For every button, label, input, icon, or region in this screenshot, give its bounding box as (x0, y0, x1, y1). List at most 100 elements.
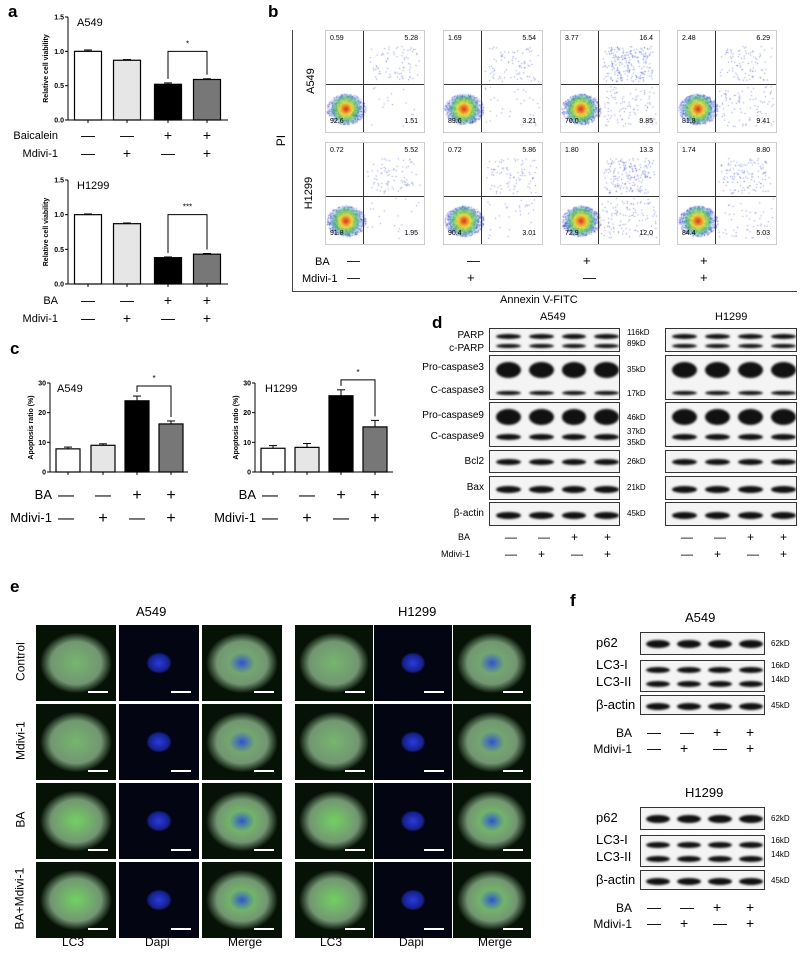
treatment-symbol: — (571, 547, 583, 561)
significance-marker: *** (183, 203, 192, 212)
protein-band (496, 362, 521, 378)
protein-label: Pro-caspase9 (422, 410, 484, 421)
scale-bar (88, 691, 108, 693)
scale-bar (503, 770, 523, 772)
bar (328, 395, 354, 473)
treatment-label: BA (615, 726, 632, 740)
flow-scatter (678, 143, 776, 244)
molecular-weight-marker: 16kD (771, 836, 790, 845)
flow-cytometry-frame (292, 30, 797, 292)
quadrant-line-vertical (363, 143, 365, 244)
treatment-symbol: + (746, 724, 755, 740)
micrograph (295, 783, 373, 859)
protein-label: β-actin (596, 872, 636, 887)
protein-band (708, 815, 732, 823)
micrograph (453, 783, 531, 859)
bar (73, 214, 103, 285)
protein-band (771, 344, 796, 348)
quadrant-value-lower-right: 9.85 (639, 118, 653, 125)
treatment-symbol: — (467, 253, 480, 268)
protein-band (771, 333, 796, 339)
quadrant-line-vertical (598, 31, 600, 132)
protein-band (705, 459, 730, 465)
scale-bar (503, 691, 523, 693)
protein-band (561, 391, 587, 395)
y-tick-label: 0.5 (54, 83, 64, 90)
protein-band (705, 511, 730, 519)
protein-band (738, 485, 763, 493)
protein-band (561, 511, 587, 519)
y-tick-label: 0 (42, 470, 46, 477)
blot-strip (665, 450, 797, 473)
microscopy-cell-title: A549 (136, 604, 167, 619)
chart-title: A549 (57, 383, 83, 395)
protein-band (672, 344, 697, 348)
significance-marker: * (356, 368, 359, 377)
panel-label-f: f (570, 591, 576, 610)
quadrant-line-horizontal (678, 195, 776, 197)
treatment-symbol: — (714, 530, 726, 544)
y-axis-label: Apoptosis ratio (%) (28, 395, 35, 459)
protein-band (677, 681, 701, 687)
protein-band (708, 842, 732, 848)
treatment-symbol: — (647, 915, 661, 931)
protein-label: p62 (596, 810, 618, 825)
blot-cell-title: A549 (540, 311, 566, 323)
protein-band (528, 511, 554, 519)
protein-band (677, 856, 701, 862)
protein-band (771, 511, 796, 519)
significance-bracket (167, 214, 208, 253)
bar (192, 78, 222, 121)
significance-bracket (167, 50, 208, 79)
treatment-symbol: — (505, 530, 517, 544)
protein-band (496, 333, 521, 339)
micrograph (202, 625, 282, 701)
y-tick-label: 20 (38, 410, 46, 417)
protein-label: Pro-caspase3 (422, 362, 484, 373)
y-tick-label: 0.0 (54, 118, 64, 125)
treatment-symbol: — (680, 899, 694, 915)
molecular-weight-marker: 46kD (627, 413, 646, 422)
protein-band (528, 409, 554, 425)
treatment-symbol: — (120, 292, 134, 308)
protein-band (771, 485, 796, 493)
blot-strip (489, 402, 620, 447)
scale-bar (345, 849, 365, 851)
quadrant-line-horizontal (326, 83, 424, 85)
protein-band (528, 344, 554, 348)
protein-band (594, 391, 619, 395)
treatment-symbol: + (132, 487, 141, 504)
micrograph (295, 862, 373, 938)
protein-band (528, 459, 554, 465)
molecular-weight-marker: 45kD (627, 509, 646, 518)
flow-plot: 1.80 13.3 72.9 12.0 (560, 142, 660, 245)
micrograph (374, 704, 452, 780)
protein-band (496, 459, 521, 465)
y-tick-label: 1.5 (54, 15, 64, 22)
protein-label: C-caspase9 (430, 431, 484, 442)
protein-band (646, 667, 670, 673)
treatment-symbol: + (746, 740, 755, 756)
treatment-symbol: — (747, 547, 759, 561)
panel-label-b: b (268, 2, 279, 21)
micrograph (202, 862, 282, 938)
micrograph (36, 783, 116, 859)
blot-cell-title: H1299 (685, 785, 724, 800)
protein-band (528, 434, 554, 440)
molecular-weight-marker: 26kD (627, 457, 646, 466)
treatment-symbol: — (713, 740, 727, 756)
y-tick-label: 0.0 (54, 282, 64, 289)
scale-bar (171, 691, 191, 693)
treatment-symbol: — (713, 915, 727, 931)
protein-label: Bcl2 (464, 456, 484, 467)
quadrant-line-vertical (715, 31, 717, 132)
bar (158, 423, 184, 473)
treatment-symbol: + (746, 899, 755, 915)
channel-label: LC3 (62, 935, 85, 949)
treatment-symbol: — (299, 487, 315, 504)
treatment-label: Mdivi-1 (440, 549, 470, 559)
quadrant-value-lower-right: 5.03 (756, 230, 770, 237)
quadrant-value-upper-right: 8.80 (756, 147, 770, 154)
chart-title: H1299 (265, 383, 297, 395)
